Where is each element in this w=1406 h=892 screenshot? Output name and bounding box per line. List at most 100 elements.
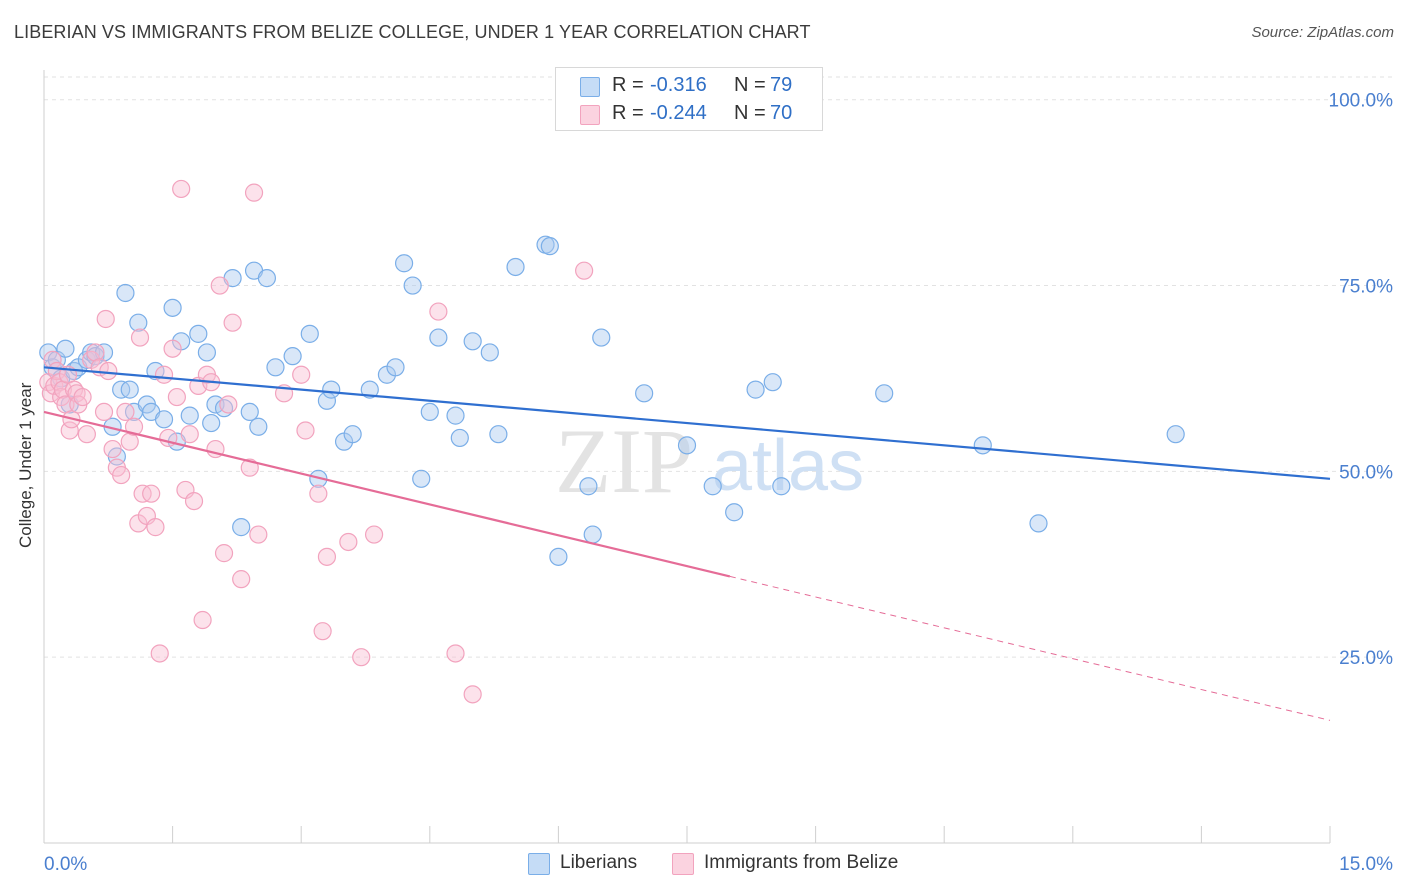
y-tick-label: 75.0% <box>1339 277 1393 298</box>
x-tick-label: 15.0% <box>1339 854 1393 875</box>
point-liberians <box>300 324 319 343</box>
point-belize <box>142 484 161 503</box>
point-liberians <box>1029 514 1048 533</box>
point-liberians <box>129 313 148 332</box>
point-liberians <box>772 477 791 496</box>
point-liberians <box>360 380 379 399</box>
point-liberians <box>343 425 362 444</box>
point-belize <box>352 648 371 667</box>
n-label: N = <box>734 74 766 96</box>
grid <box>44 76 1392 658</box>
point-liberians <box>394 254 414 273</box>
legend-swatch-belize <box>672 853 694 875</box>
point-belize <box>223 313 242 332</box>
point-liberians <box>120 380 139 399</box>
point-belize <box>313 622 332 641</box>
point-belize <box>94 402 114 422</box>
legend-label: Liberians <box>560 852 638 873</box>
point-liberians <box>232 518 251 537</box>
point-belize <box>575 261 594 280</box>
source-credit: Source: ZipAtlas.com <box>1251 24 1394 41</box>
point-liberians <box>583 525 602 544</box>
tick-labels: 25.0% 50.0% 75.0% 100.0% 0.0% 15.0% <box>44 91 1393 875</box>
point-belize <box>446 644 465 663</box>
point-liberians <box>202 413 221 433</box>
point-belize <box>167 387 186 407</box>
point-belize <box>249 525 268 544</box>
point-belize <box>317 547 337 566</box>
point-liberians <box>592 328 611 347</box>
swatch-liberians <box>580 77 600 97</box>
point-liberians <box>463 332 482 351</box>
y-tick-label: 100.0% <box>1329 91 1394 112</box>
data-points <box>39 179 1185 704</box>
point-belize <box>154 365 174 384</box>
chart-title: LIBERIAN VS IMMIGRANTS FROM BELIZE COLLE… <box>14 22 811 42</box>
point-belize <box>73 387 92 407</box>
n-value: 70 <box>770 102 793 124</box>
point-liberians <box>446 406 465 425</box>
point-liberians <box>420 402 439 422</box>
trend-belize-extension <box>729 575 1331 721</box>
point-belize <box>116 402 135 422</box>
point-belize <box>112 465 131 485</box>
point-liberians <box>283 347 302 366</box>
point-belize <box>296 421 315 440</box>
r-label: R = <box>612 74 644 96</box>
point-belize <box>99 361 118 381</box>
point-liberians <box>189 324 208 343</box>
point-belize <box>130 328 150 347</box>
watermark-zip: ZIP <box>555 410 693 512</box>
point-liberians <box>973 436 992 455</box>
point-belize <box>429 302 448 321</box>
legend-label: Immigrants from Belize <box>704 852 899 873</box>
point-belize <box>150 644 169 663</box>
point-liberians <box>429 328 448 347</box>
trend-liberians <box>43 366 1331 480</box>
point-belize <box>77 425 96 444</box>
point-belize <box>184 491 204 511</box>
point-liberians <box>506 257 525 277</box>
y-tick-label: 50.0% <box>1339 462 1393 483</box>
point-belize <box>180 425 199 444</box>
point-liberians <box>480 343 499 362</box>
point-liberians <box>540 237 559 256</box>
point-belize <box>463 685 482 704</box>
point-liberians <box>549 547 568 566</box>
point-belize <box>292 365 311 384</box>
legend-swatch-liberians <box>528 853 550 875</box>
point-liberians <box>154 410 174 429</box>
point-liberians <box>489 425 508 444</box>
trend-lines <box>43 366 1331 721</box>
point-belize <box>86 343 105 362</box>
point-liberians <box>180 406 199 425</box>
point-liberians <box>322 380 341 399</box>
point-belize <box>232 570 251 589</box>
point-liberians <box>257 269 277 288</box>
point-belize <box>124 417 144 436</box>
point-belize <box>309 484 328 503</box>
point-liberians <box>412 469 431 488</box>
point-belize <box>339 532 358 552</box>
point-liberians <box>116 283 135 303</box>
swatch-belize <box>580 105 600 125</box>
point-liberians <box>240 402 259 422</box>
x-tick-label: 0.0% <box>44 854 87 875</box>
y-tick-label: 25.0% <box>1339 648 1393 669</box>
point-liberians <box>450 428 469 448</box>
point-belize <box>47 361 66 381</box>
r-value: -0.244 <box>650 102 707 124</box>
watermark: ZIP atlas <box>555 410 864 512</box>
point-liberians <box>56 339 75 358</box>
point-belize <box>146 518 165 537</box>
point-belize <box>193 610 212 630</box>
stats-box: R = -0.316 N = 79 R = -0.244 N = 70 <box>555 67 823 131</box>
r-value: -0.316 <box>650 74 707 96</box>
point-liberians <box>249 417 268 436</box>
point-liberians <box>677 436 697 455</box>
axes <box>43 70 1331 844</box>
trend-belize <box>43 410 731 578</box>
point-liberians <box>875 384 894 403</box>
point-belize <box>214 544 234 563</box>
point-liberians <box>579 477 598 496</box>
